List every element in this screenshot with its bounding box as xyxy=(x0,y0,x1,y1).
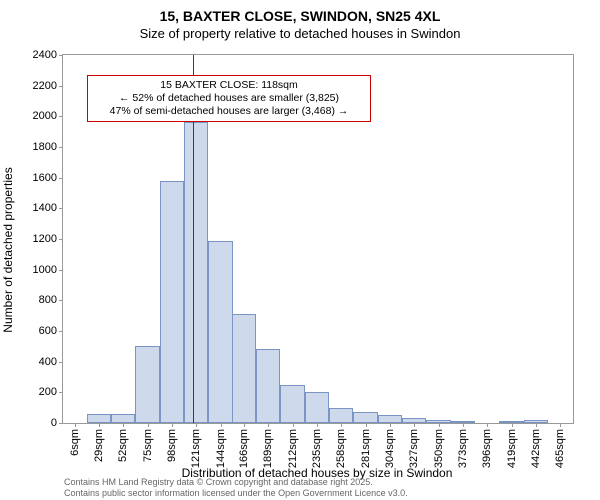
footer-line2: Contains public sector information licen… xyxy=(64,488,408,498)
annotation-box: 15 BAXTER CLOSE: 118sqm← 52% of detached… xyxy=(87,75,371,122)
x-tick-label: 235sqm xyxy=(311,423,323,468)
histogram-bar xyxy=(402,418,426,423)
histogram-bar xyxy=(378,415,402,423)
x-tick-label: 465sqm xyxy=(554,423,566,468)
x-tick-label: 419sqm xyxy=(506,423,518,468)
x-tick-label: 29sqm xyxy=(93,423,105,462)
histogram-bar xyxy=(305,392,329,423)
histogram-bar xyxy=(280,385,304,423)
y-tick-mark xyxy=(59,86,63,87)
y-tick-mark xyxy=(59,362,63,363)
histogram-bar xyxy=(135,346,159,423)
y-tick-label: 0 xyxy=(17,417,63,429)
histogram-bar xyxy=(111,414,135,423)
histogram-bar xyxy=(208,241,232,423)
x-tick-label: 327sqm xyxy=(408,423,420,468)
y-tick-label: 2200 xyxy=(17,80,63,92)
histogram-bar xyxy=(87,414,111,423)
x-tick-label: 144sqm xyxy=(215,423,227,468)
y-tick-mark xyxy=(59,270,63,271)
chart-subtitle: Size of property relative to detached ho… xyxy=(0,26,600,41)
y-tick-mark xyxy=(59,300,63,301)
histogram-bar xyxy=(329,408,353,423)
x-tick-label: 442sqm xyxy=(530,423,542,468)
y-tick-label: 400 xyxy=(17,356,63,368)
y-tick-mark xyxy=(59,178,63,179)
y-tick-mark xyxy=(59,423,63,424)
histogram-bar xyxy=(256,349,280,423)
y-tick-mark xyxy=(59,116,63,117)
y-tick-label: 1200 xyxy=(17,233,63,245)
histogram-bar xyxy=(426,420,450,423)
chart-title: 15, BAXTER CLOSE, SWINDON, SN25 4XL xyxy=(0,0,600,24)
y-tick-label: 600 xyxy=(17,325,63,337)
y-tick-mark xyxy=(59,147,63,148)
y-tick-label: 2000 xyxy=(17,110,63,122)
y-tick-label: 200 xyxy=(17,386,63,398)
x-tick-label: 258sqm xyxy=(335,423,347,468)
chart-container: 15, BAXTER CLOSE, SWINDON, SN25 4XL Size… xyxy=(0,0,600,500)
y-tick-label: 1600 xyxy=(17,172,63,184)
histogram-bar xyxy=(451,421,475,423)
y-tick-label: 1400 xyxy=(17,202,63,214)
x-tick-label: 75sqm xyxy=(142,423,154,462)
histogram-bar xyxy=(232,314,256,423)
y-tick-label: 2400 xyxy=(17,49,63,61)
footer-line1: Contains HM Land Registry data © Crown c… xyxy=(64,477,408,487)
annotation-line3: 47% of semi-detached houses are larger (… xyxy=(94,105,364,118)
footer-attribution: Contains HM Land Registry data © Crown c… xyxy=(64,477,408,498)
x-tick-label: 212sqm xyxy=(287,423,299,468)
y-tick-label: 800 xyxy=(17,294,63,306)
annotation-line1: 15 BAXTER CLOSE: 118sqm xyxy=(94,79,364,92)
x-tick-label: 281sqm xyxy=(360,423,372,468)
y-axis-label: Number of detached properties xyxy=(1,167,15,332)
x-tick-label: 350sqm xyxy=(433,423,445,468)
y-tick-label: 1000 xyxy=(17,264,63,276)
x-tick-label: 396sqm xyxy=(481,423,493,468)
histogram-bar xyxy=(499,421,523,423)
x-tick-label: 304sqm xyxy=(384,423,396,468)
x-tick-label: 6sqm xyxy=(69,423,81,456)
annotation-line2: ← 52% of detached houses are smaller (3,… xyxy=(94,92,364,105)
x-tick-label: 189sqm xyxy=(262,423,274,468)
y-tick-mark xyxy=(59,208,63,209)
histogram-bar xyxy=(353,412,377,423)
y-tick-mark xyxy=(59,239,63,240)
y-tick-mark xyxy=(59,331,63,332)
x-tick-label: 121sqm xyxy=(190,423,202,468)
x-tick-label: 373sqm xyxy=(457,423,469,468)
histogram-bar xyxy=(160,181,184,423)
x-tick-label: 166sqm xyxy=(238,423,250,468)
histogram-bar xyxy=(524,420,548,423)
x-tick-label: 98sqm xyxy=(166,423,178,462)
y-tick-mark xyxy=(59,392,63,393)
x-tick-label: 52sqm xyxy=(117,423,129,462)
y-tick-label: 1800 xyxy=(17,141,63,153)
plot-area: 0200400600800100012001400160018002000220… xyxy=(62,54,574,424)
histogram-bar xyxy=(184,122,208,423)
y-tick-mark xyxy=(59,55,63,56)
